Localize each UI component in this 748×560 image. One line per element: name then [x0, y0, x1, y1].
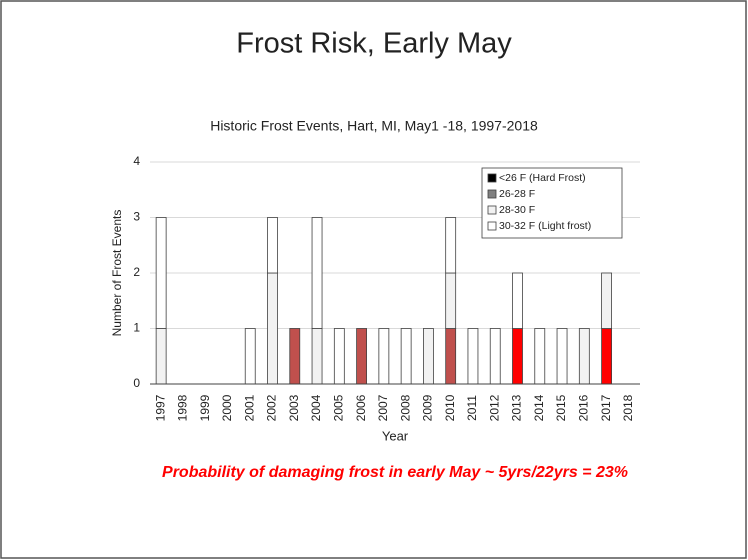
- x-tick-label: 2008: [398, 394, 412, 421]
- bar-segment: [489, 328, 501, 385]
- bar-segment: [512, 272, 523, 329]
- legend-swatch: [487, 189, 497, 199]
- footnote: Probability of damaging frost in early M…: [162, 464, 628, 481]
- x-tick-label: 2010: [443, 394, 457, 421]
- bar-segment: [311, 217, 323, 329]
- bar-segment: [333, 328, 345, 385]
- chart-title: Historic Frost Events, Hart, MI, May1 -1…: [210, 118, 538, 134]
- x-tick-label: 2004: [309, 394, 323, 421]
- x-tick-label: 2018: [621, 394, 635, 421]
- bar-segment: [289, 328, 301, 385]
- x-tick-label: 2006: [354, 394, 368, 421]
- y-tick-label: 2: [133, 265, 140, 279]
- x-tick-label: 2013: [510, 394, 524, 421]
- legend-swatch: [487, 205, 497, 215]
- bar-segment: [556, 328, 568, 385]
- bar-segment: [578, 328, 590, 385]
- legend-swatch: [487, 173, 497, 183]
- x-tick-label: 2009: [421, 394, 435, 421]
- y-tick-label: 1: [133, 321, 140, 335]
- legend-label: 26-28 F: [499, 188, 535, 200]
- x-tick-label: 2003: [287, 394, 301, 421]
- x-tick-label: 2005: [331, 394, 345, 421]
- bar-segment: [400, 328, 412, 385]
- bar-segment: [423, 328, 434, 385]
- bar-segment: [155, 328, 167, 385]
- y-tick-label: 3: [133, 210, 140, 224]
- x-tick-label: 2011: [465, 395, 479, 421]
- bar-segment: [267, 272, 278, 385]
- slide-title: Frost Risk, Early May: [236, 28, 512, 60]
- x-tick-label: 2007: [376, 394, 390, 421]
- x-tick-label: 2015: [554, 394, 568, 421]
- bar-segment: [356, 328, 367, 385]
- x-tick-label: 2002: [265, 394, 279, 421]
- bar-segment: [512, 328, 523, 385]
- bar-segment: [311, 328, 323, 385]
- y-tick-label: 0: [133, 376, 140, 390]
- x-tick-label: 1997: [153, 394, 167, 421]
- bar-segment: [445, 217, 457, 274]
- x-tick-label: 2001: [242, 394, 256, 421]
- legend-label: 30-32 F (Light frost): [499, 220, 591, 232]
- legend-box: [481, 167, 623, 239]
- y-axis-label: Number of Frost Events: [110, 210, 124, 337]
- x-tick-label: 1999: [198, 394, 212, 421]
- x-tick-label: 2017: [599, 394, 613, 421]
- bar-segment: [155, 217, 167, 329]
- y-tick-label: 4: [133, 154, 140, 168]
- bar-segment: [601, 272, 612, 329]
- bar-segment: [378, 328, 390, 385]
- bar-segment: [467, 328, 479, 385]
- bar-segment: [445, 328, 457, 385]
- legend-swatch: [487, 221, 497, 231]
- x-axis-label: Year: [382, 428, 409, 443]
- x-tick-label: 2000: [220, 394, 234, 421]
- bar-segment: [267, 217, 278, 274]
- x-tick-label: 2016: [576, 394, 590, 421]
- legend-label: 28-30 F: [499, 204, 535, 216]
- x-tick-label: 2012: [487, 394, 501, 421]
- bar-segment: [534, 328, 546, 385]
- bar-segment: [601, 328, 612, 385]
- bar-segment: [244, 328, 256, 385]
- bar-segment: [445, 272, 457, 329]
- x-tick-label: 1998: [176, 394, 190, 421]
- x-tick-label: 2014: [532, 394, 546, 421]
- legend-label: <26 F (Hard Frost): [499, 172, 586, 184]
